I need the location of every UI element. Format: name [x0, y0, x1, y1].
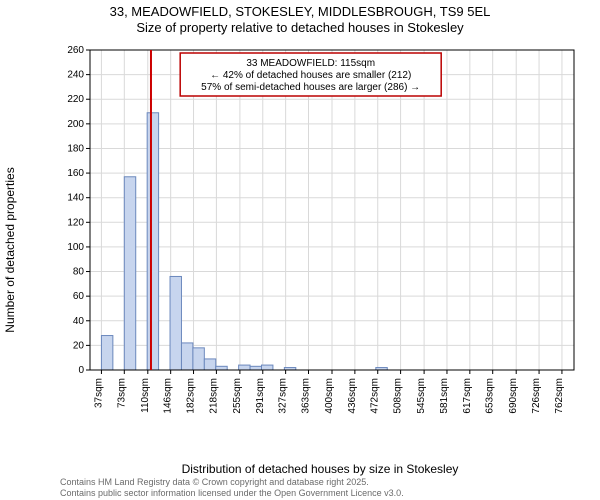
title-line-1: 33, MEADOWFIELD, STOKESLEY, MIDDLESBROUG…	[0, 4, 600, 20]
svg-text:545sqm: 545sqm	[416, 378, 427, 414]
y-axis-label: Number of detached properties	[3, 167, 17, 332]
svg-text:57% of semi-detached houses ar: 57% of semi-detached houses are larger (…	[201, 82, 420, 93]
svg-text:400sqm: 400sqm	[324, 378, 335, 414]
svg-text:653sqm: 653sqm	[485, 378, 496, 414]
svg-text:73sqm: 73sqm	[116, 378, 127, 408]
svg-text:220: 220	[67, 94, 84, 105]
svg-text:291sqm: 291sqm	[255, 378, 266, 414]
svg-text:436sqm: 436sqm	[347, 378, 358, 414]
svg-text:146sqm: 146sqm	[163, 378, 174, 414]
svg-text:120: 120	[67, 217, 84, 228]
svg-text:726sqm: 726sqm	[531, 378, 542, 414]
chart-svg: 0 20 40 60 80 100 120 140 160 180 200 220 240 260 37sq…	[60, 46, 580, 426]
svg-text:260: 260	[67, 46, 84, 56]
svg-text:200: 200	[67, 119, 84, 130]
chart-container: 33, MEADOWFIELD, STOKESLEY, MIDDLESBROUG…	[0, 0, 600, 500]
svg-text:140: 140	[67, 193, 84, 204]
svg-text:20: 20	[73, 340, 85, 351]
svg-text:581sqm: 581sqm	[439, 378, 450, 414]
svg-text:110sqm: 110sqm	[140, 378, 151, 413]
svg-text:472sqm: 472sqm	[370, 378, 381, 414]
x-axis-label: Distribution of detached houses by size …	[60, 462, 580, 476]
svg-text:182sqm: 182sqm	[186, 378, 197, 414]
svg-text:160: 160	[67, 168, 84, 179]
svg-text:762sqm: 762sqm	[554, 378, 565, 414]
svg-text:40: 40	[73, 316, 85, 327]
chart-area: 0 20 40 60 80 100 120 140 160 180 200 220 240 260 37sq…	[60, 46, 580, 426]
svg-text:60: 60	[73, 291, 85, 302]
svg-text:218sqm: 218sqm	[208, 378, 219, 414]
svg-text:240: 240	[67, 70, 84, 81]
svg-text:← 42% of detached houses are s: ← 42% of detached houses are smaller (21…	[210, 70, 411, 81]
svg-text:617sqm: 617sqm	[462, 378, 473, 414]
svg-text:0: 0	[78, 365, 84, 376]
svg-text:80: 80	[73, 267, 85, 278]
svg-text:37sqm: 37sqm	[93, 378, 104, 408]
attribution-block: Contains HM Land Registry data © Crown c…	[60, 477, 404, 498]
svg-text:363sqm: 363sqm	[300, 378, 311, 414]
attribution-line-1: Contains HM Land Registry data © Crown c…	[60, 477, 404, 487]
svg-text:255sqm: 255sqm	[232, 378, 243, 414]
svg-text:327sqm: 327sqm	[278, 378, 289, 414]
svg-text:33 MEADOWFIELD: 115sqm: 33 MEADOWFIELD: 115sqm	[246, 58, 375, 69]
svg-text:690sqm: 690sqm	[508, 378, 519, 414]
attribution-line-2: Contains public sector information licen…	[60, 488, 404, 498]
svg-text:180: 180	[67, 143, 84, 154]
svg-text:508sqm: 508sqm	[393, 378, 404, 414]
svg-text:100: 100	[67, 242, 84, 253]
title-line-2: Size of property relative to detached ho…	[0, 20, 600, 36]
title-block: 33, MEADOWFIELD, STOKESLEY, MIDDLESBROUG…	[0, 4, 600, 37]
